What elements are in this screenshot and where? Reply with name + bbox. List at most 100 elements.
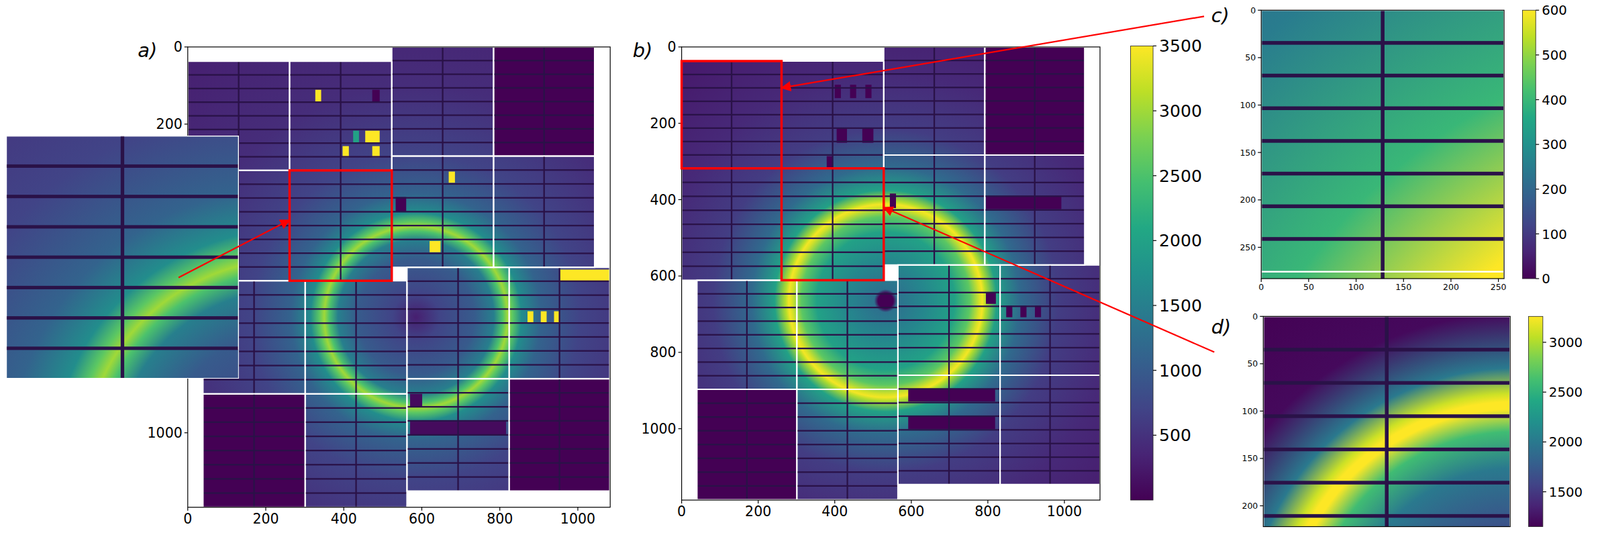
colorbar-tick xyxy=(1535,10,1539,11)
colorbar-tick xyxy=(1535,99,1539,100)
panel-label: d) xyxy=(1211,315,1232,339)
asic-gap xyxy=(1048,265,1051,376)
pixel-tile xyxy=(448,171,456,184)
module-border xyxy=(509,267,611,379)
x-tick-label: 0 xyxy=(677,503,686,520)
module-border xyxy=(391,156,494,268)
asic-gap xyxy=(831,168,833,281)
pixel-tile xyxy=(493,46,595,157)
x-tick-label: 150 xyxy=(1395,281,1412,292)
y-tick-label: 400 xyxy=(649,191,676,209)
colorbar-tick xyxy=(1153,240,1157,241)
y-tick xyxy=(1257,199,1262,200)
module-border xyxy=(289,170,392,281)
y-tick xyxy=(1259,316,1264,317)
module-border xyxy=(984,46,1085,156)
module-border xyxy=(305,393,408,508)
asic-gap xyxy=(441,46,443,157)
colorbar-tick-label: 1500 xyxy=(1548,484,1583,500)
colorbar-tick xyxy=(1153,369,1157,371)
asic-gap xyxy=(457,378,459,491)
asic-gap xyxy=(730,168,733,281)
pixel-tile xyxy=(908,388,995,402)
y-tick xyxy=(678,46,682,47)
colorbar-tick-label: 1500 xyxy=(1159,295,1203,316)
module-border xyxy=(289,61,392,171)
pixel-tile xyxy=(202,393,305,508)
x-tick-label: 600 xyxy=(408,510,435,527)
module-border xyxy=(984,155,1085,266)
asic-gap xyxy=(339,61,341,171)
pixel-tile xyxy=(509,378,611,491)
figure: 0200400600800100002001000a)0200400600800… xyxy=(0,0,1600,535)
asic-gap xyxy=(846,279,848,390)
diffraction-intensity xyxy=(681,46,1100,500)
module-border xyxy=(696,389,797,500)
y-tick-label: 1000 xyxy=(147,424,183,441)
panel-label: b) xyxy=(632,38,654,62)
colorbar-tick-label: 1000 xyxy=(1159,361,1203,381)
x-tick xyxy=(187,507,188,511)
colorbar-tick-label: 3000 xyxy=(1548,334,1583,351)
pixel-tile xyxy=(985,195,1062,210)
colorbar xyxy=(1528,316,1543,527)
asic-gap xyxy=(948,375,950,485)
colorbar-tick-label: 100 xyxy=(1541,226,1568,243)
x-tick-label: 0 xyxy=(1258,281,1264,292)
asic-gap xyxy=(543,46,545,157)
colorbar-tick xyxy=(1535,188,1539,190)
colorbar-tick xyxy=(1542,341,1547,343)
x-tick-label: 400 xyxy=(330,510,358,527)
pixel-tile xyxy=(540,311,547,323)
y-tick xyxy=(678,199,682,200)
module-border xyxy=(796,279,898,390)
pixel-tile xyxy=(850,84,857,98)
y-tick xyxy=(184,46,188,47)
plot-frame xyxy=(1261,10,1505,279)
asic-gap xyxy=(558,267,560,379)
y-tick-label: 200 xyxy=(156,116,183,133)
colorbar-tick xyxy=(1153,304,1157,306)
module-border xyxy=(897,265,1000,376)
colorbar-tick-label: 3500 xyxy=(1159,36,1203,56)
pixel-tile xyxy=(865,84,872,98)
module-border xyxy=(406,267,509,379)
zoom-region-box xyxy=(289,170,392,281)
image-content xyxy=(1263,316,1511,527)
x-tick xyxy=(1063,500,1065,504)
x-tick xyxy=(987,500,988,504)
asic-gap xyxy=(120,135,125,379)
asic-gap xyxy=(558,378,560,491)
x-tick-label: 100 xyxy=(1348,281,1365,292)
x-tick xyxy=(681,500,682,504)
pixel-tile xyxy=(353,130,360,143)
asic-gap xyxy=(1380,271,1385,279)
colorbar-tick-label: 500 xyxy=(1541,47,1568,64)
image-content xyxy=(187,46,611,508)
plot-frame xyxy=(1263,316,1511,527)
y-tick-label: 250 xyxy=(1239,242,1256,253)
diffraction-intensity xyxy=(1263,316,1511,527)
x-tick-label: 800 xyxy=(974,503,1001,520)
module-border xyxy=(6,135,239,379)
diffraction-intensity xyxy=(187,46,611,508)
y-tick xyxy=(184,123,188,125)
panel-label: c) xyxy=(1211,4,1230,27)
pixel-tile xyxy=(365,130,380,143)
colorbar-tick-label: 500 xyxy=(1159,425,1192,445)
asic-gap xyxy=(746,279,748,390)
module-border xyxy=(1000,375,1100,485)
pixel-tile xyxy=(862,128,874,143)
y-tick-label: 150 xyxy=(1239,147,1256,158)
colorbar-tick-label: 200 xyxy=(1541,181,1568,198)
pixel-tile xyxy=(834,84,841,98)
module-border xyxy=(781,168,884,281)
x-tick-label: 600 xyxy=(897,503,925,520)
y-tick-label: 200 xyxy=(1241,500,1258,511)
x-tick xyxy=(577,507,578,511)
colorbar-tick-label: 0 xyxy=(1541,271,1551,287)
asic-gap xyxy=(730,61,733,169)
x-tick-label: 50 xyxy=(1303,281,1315,292)
colorbar-tick xyxy=(1535,233,1539,235)
pixel-tile xyxy=(908,416,995,429)
